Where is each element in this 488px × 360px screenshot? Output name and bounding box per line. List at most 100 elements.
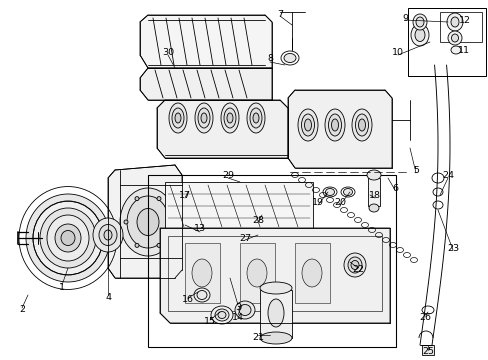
Ellipse shape	[343, 253, 365, 277]
Polygon shape	[287, 90, 391, 168]
Text: 15: 15	[203, 318, 216, 327]
Polygon shape	[160, 228, 389, 323]
Text: 20: 20	[333, 198, 346, 207]
Ellipse shape	[168, 220, 172, 224]
Bar	[148, 175, 395, 347]
Ellipse shape	[450, 34, 458, 42]
Ellipse shape	[325, 189, 334, 195]
Ellipse shape	[328, 114, 341, 136]
Bar	[184, 243, 220, 303]
Bar	[294, 243, 329, 303]
Ellipse shape	[331, 119, 338, 131]
Ellipse shape	[432, 201, 442, 209]
Ellipse shape	[446, 13, 462, 31]
Ellipse shape	[246, 103, 264, 133]
Ellipse shape	[26, 194, 110, 282]
Ellipse shape	[260, 332, 291, 344]
Polygon shape	[108, 165, 182, 278]
Text: 25: 25	[421, 347, 433, 356]
Ellipse shape	[323, 187, 336, 197]
Bar	[421, 345, 433, 355]
Ellipse shape	[124, 220, 128, 224]
Ellipse shape	[297, 109, 317, 141]
Text: 21: 21	[251, 333, 264, 342]
Text: 22: 22	[351, 266, 363, 274]
Ellipse shape	[432, 188, 442, 196]
Ellipse shape	[368, 204, 378, 212]
Ellipse shape	[410, 24, 428, 46]
Ellipse shape	[325, 109, 345, 141]
Ellipse shape	[104, 230, 112, 240]
Ellipse shape	[246, 259, 266, 287]
Ellipse shape	[33, 201, 103, 275]
Text: 27: 27	[239, 234, 250, 243]
Text: 29: 29	[222, 171, 234, 180]
Ellipse shape	[447, 31, 461, 45]
Ellipse shape	[267, 299, 284, 327]
Ellipse shape	[55, 224, 81, 252]
Text: 30: 30	[162, 48, 174, 57]
Ellipse shape	[169, 103, 186, 133]
Ellipse shape	[93, 218, 123, 252]
Ellipse shape	[175, 113, 181, 123]
Ellipse shape	[172, 108, 183, 128]
Ellipse shape	[284, 54, 295, 63]
Text: 23: 23	[446, 243, 458, 252]
Ellipse shape	[210, 306, 232, 324]
Ellipse shape	[195, 103, 213, 133]
Ellipse shape	[127, 196, 169, 248]
Text: 19: 19	[311, 198, 324, 207]
Ellipse shape	[431, 173, 443, 183]
Ellipse shape	[343, 189, 352, 195]
Text: 12: 12	[458, 15, 470, 24]
Text: 1: 1	[59, 284, 65, 292]
Polygon shape	[140, 68, 271, 100]
Bar	[164, 182, 312, 230]
Ellipse shape	[347, 257, 361, 273]
Ellipse shape	[260, 282, 291, 294]
Ellipse shape	[450, 46, 460, 54]
Ellipse shape	[302, 259, 321, 287]
Text: 6: 6	[391, 184, 397, 193]
Ellipse shape	[135, 243, 139, 247]
Bar	[240, 243, 274, 303]
Bar	[168, 236, 381, 311]
Text: 18: 18	[368, 190, 380, 199]
Ellipse shape	[224, 108, 236, 128]
Text: 16: 16	[182, 296, 194, 305]
Ellipse shape	[414, 28, 424, 41]
Bar	[367, 178, 379, 206]
Ellipse shape	[351, 109, 371, 141]
Ellipse shape	[194, 288, 209, 302]
Bar	[407, 8, 485, 76]
Ellipse shape	[201, 113, 206, 123]
Polygon shape	[140, 15, 271, 68]
Text: 2: 2	[19, 306, 25, 315]
Ellipse shape	[235, 301, 254, 319]
Text: 28: 28	[251, 216, 264, 225]
Ellipse shape	[99, 225, 117, 246]
Ellipse shape	[40, 208, 96, 268]
Ellipse shape	[249, 108, 262, 128]
Text: 5: 5	[412, 166, 418, 175]
Ellipse shape	[358, 119, 365, 131]
Ellipse shape	[218, 311, 225, 319]
Ellipse shape	[301, 114, 314, 136]
Ellipse shape	[340, 187, 354, 197]
Text: 26: 26	[418, 314, 430, 323]
Text: 24: 24	[441, 171, 453, 180]
Text: 4: 4	[105, 293, 111, 302]
Ellipse shape	[221, 103, 239, 133]
Text: 9: 9	[401, 14, 407, 23]
Ellipse shape	[157, 197, 161, 201]
Ellipse shape	[226, 113, 232, 123]
Text: 3: 3	[234, 303, 241, 312]
Ellipse shape	[61, 230, 75, 246]
Ellipse shape	[412, 14, 426, 30]
Ellipse shape	[415, 17, 423, 27]
Ellipse shape	[350, 261, 358, 270]
Ellipse shape	[355, 114, 368, 136]
Text: 17: 17	[179, 190, 191, 199]
Text: 11: 11	[457, 45, 469, 54]
Text: 8: 8	[266, 54, 272, 63]
